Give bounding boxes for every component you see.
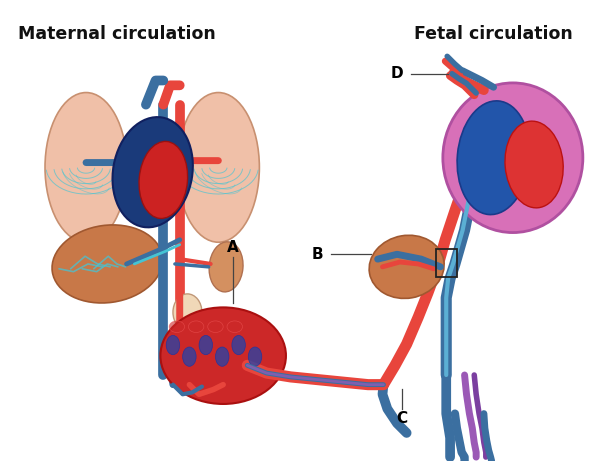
Ellipse shape [227,321,243,333]
Ellipse shape [215,347,229,366]
Ellipse shape [443,83,583,233]
Ellipse shape [232,335,246,355]
Ellipse shape [166,335,180,355]
Ellipse shape [369,235,444,298]
Ellipse shape [177,92,259,242]
Ellipse shape [208,321,223,333]
Ellipse shape [189,321,204,333]
Ellipse shape [199,335,212,355]
Ellipse shape [248,347,262,366]
Ellipse shape [183,347,196,366]
Text: C: C [396,411,407,426]
Text: A: A [227,240,239,255]
Text: B: B [312,247,324,262]
Text: Maternal circulation: Maternal circulation [18,25,216,44]
Ellipse shape [160,307,286,404]
Text: Fetal circulation: Fetal circulation [414,25,573,44]
Ellipse shape [209,242,243,292]
Ellipse shape [113,117,193,227]
Ellipse shape [139,142,187,219]
Ellipse shape [457,101,530,215]
Ellipse shape [173,294,202,331]
Ellipse shape [169,321,184,333]
Ellipse shape [45,92,127,242]
Bar [436,250,457,277]
Ellipse shape [505,121,563,208]
Ellipse shape [52,225,162,303]
Text: D: D [391,66,403,81]
